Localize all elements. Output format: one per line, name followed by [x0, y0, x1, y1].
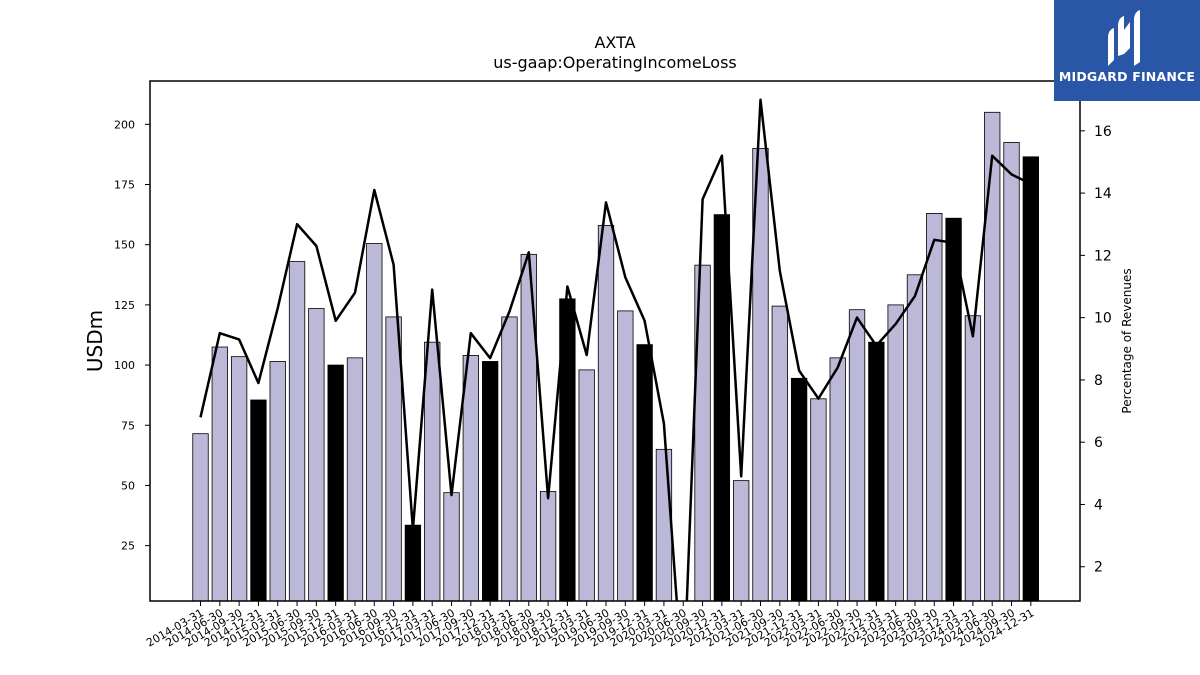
y-left-tick-label: 50 — [121, 479, 135, 492]
bar-2017-03-31 — [424, 341, 441, 601]
bar-2024-06-30 — [984, 111, 1001, 601]
y-right-tick-label: 10 — [1094, 311, 1112, 327]
bar-2018-09-30 — [539, 491, 557, 601]
bar-2015-12-31 — [327, 364, 344, 601]
bar-2021-06-30 — [752, 148, 769, 601]
bar-2024-12-31 — [1022, 156, 1039, 601]
bar-2024-03-31 — [964, 315, 982, 601]
bar-2021-12-31 — [790, 377, 808, 601]
y-right-tick-label: 6 — [1094, 435, 1103, 451]
y-right-tick-label: 12 — [1094, 248, 1112, 264]
bar-2015-03-31 — [269, 361, 286, 601]
bar-2017-09-30 — [462, 355, 479, 601]
bar-2021-09-30 — [771, 305, 788, 601]
bar-2021-03-31 — [733, 480, 750, 601]
brand-name: MIDGARD FINANCE — [1058, 69, 1196, 84]
y-left-tick-label: 25 — [121, 540, 135, 553]
bar-2022-09-30 — [848, 309, 866, 601]
midgard-logo-icon — [1108, 10, 1140, 66]
bar-2023-09-30 — [926, 213, 943, 601]
bar-2018-03-31 — [501, 316, 518, 601]
bar-2022-06-30 — [829, 357, 846, 601]
bar-2015-09-30 — [308, 308, 325, 601]
bar-2017-06-30 — [443, 492, 460, 601]
bar-2022-03-31 — [810, 398, 827, 601]
bar-2019-09-30 — [617, 310, 634, 601]
bar-2016-06-30 — [366, 243, 383, 601]
bar-2019-12-31 — [636, 344, 653, 601]
y-axis-right-label: Percentage of Revenues — [1120, 268, 1134, 413]
y-right-tick-label: 8 — [1094, 373, 1103, 389]
bar-2022-12-31 — [868, 341, 885, 601]
bar-2016-12-31 — [404, 524, 422, 601]
y-right-tick-label: 2 — [1094, 560, 1103, 576]
ratio-line-series — [199, 98, 1032, 601]
y-left-tick-label: 125 — [114, 299, 135, 312]
bar-2014-09-30 — [230, 356, 248, 601]
bar-2014-03-31 — [192, 433, 209, 601]
y-left-tick-label: 100 — [114, 359, 135, 372]
bar-2015-06-30 — [288, 261, 306, 601]
bar-2014-06-30 — [211, 346, 228, 601]
y-right-tick-label: 14 — [1094, 186, 1112, 202]
bar-2017-12-31 — [481, 361, 499, 601]
bar-series — [192, 111, 1039, 601]
y-right-tick-label: 4 — [1094, 497, 1103, 513]
bar-2024-09-30 — [1003, 141, 1020, 601]
bar-2016-09-30 — [385, 316, 402, 601]
plot-frame — [149, 80, 1081, 602]
bar-2019-06-30 — [597, 225, 615, 601]
ratio-line — [199, 98, 1032, 601]
chart-title: AXTA — [594, 33, 635, 52]
bar-2023-12-31 — [945, 217, 962, 601]
bar-2019-03-31 — [578, 369, 595, 601]
bar-2020-03-31 — [655, 448, 673, 601]
y-axis-left-label: USDm — [83, 310, 107, 372]
y-left-tick-label: 75 — [121, 419, 135, 432]
y-left-tick-label: 175 — [114, 179, 135, 192]
bar-2016-03-31 — [346, 357, 364, 601]
y-left-tick-label: 200 — [114, 118, 135, 131]
brand-logo: MIDGARD FINANCE — [1054, 0, 1200, 101]
bar-2023-03-31 — [887, 304, 904, 601]
chart-subtitle: us-gaap:OperatingIncomeLoss — [493, 53, 737, 72]
bar-2020-12-31 — [713, 214, 731, 601]
y-left-tick-label: 150 — [114, 239, 135, 252]
bar-2020-09-30 — [694, 264, 711, 601]
bar-2014-12-31 — [250, 399, 267, 601]
bar-2023-06-30 — [906, 274, 924, 601]
y-right-tick-label: 16 — [1094, 124, 1112, 140]
